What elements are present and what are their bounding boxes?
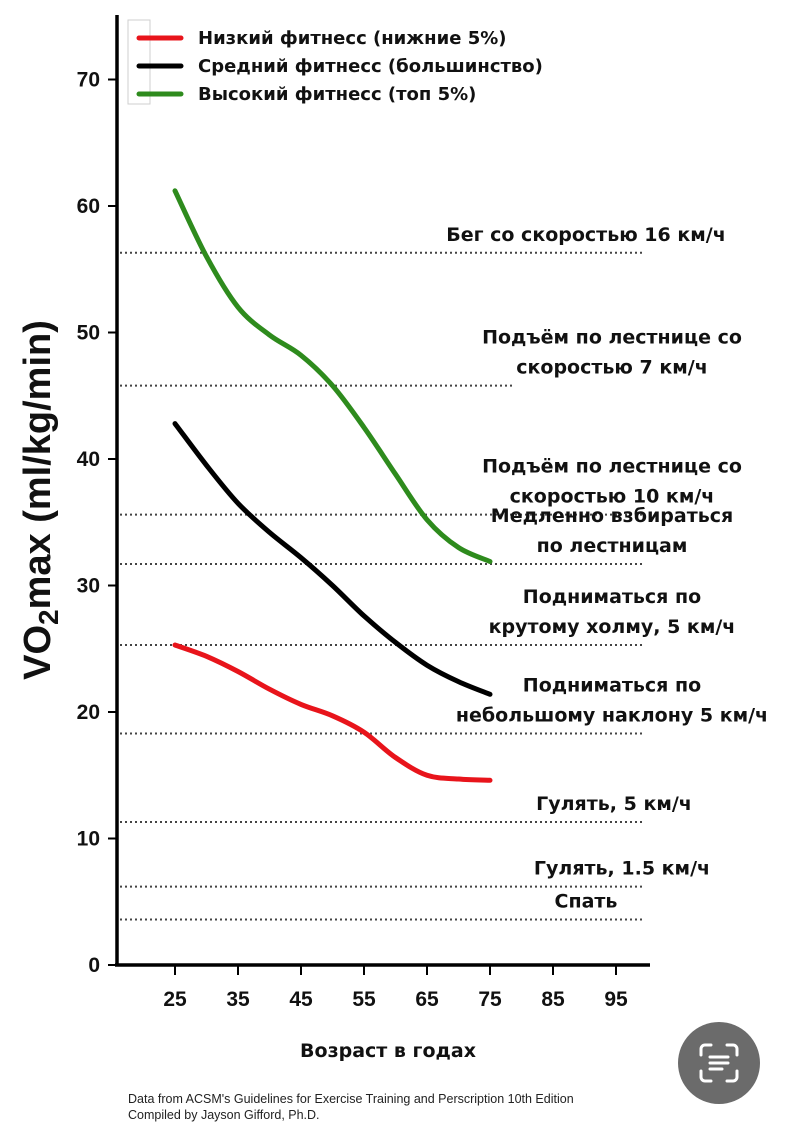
series-lines <box>172 188 493 783</box>
source-line: Data from ACSM's Guidelines for Exercise… <box>128 1092 574 1106</box>
x-tick-label: 25 <box>163 988 187 1011</box>
source-note: Data from ACSM's Guidelines for Exercise… <box>128 1092 574 1122</box>
high-fitness-line <box>172 188 493 564</box>
legend-item-average-label: Средний фитнесс (большинство) <box>198 56 543 77</box>
x-tick-label: 35 <box>226 988 250 1011</box>
activity-label: небольшому наклону 5 км/ч <box>456 705 768 727</box>
x-ticks: 25 35 45 55 65 75 85 95 <box>163 965 628 1011</box>
y-tick-label: 60 <box>77 195 100 218</box>
activity-label: по лестницам <box>537 535 688 557</box>
x-tick-label: 95 <box>604 988 628 1011</box>
x-axis-label: Возраст в годах <box>300 1040 476 1062</box>
activity-label: Подъём по лестнице со <box>482 327 742 349</box>
activity-label: Бег со скоростью 16 км/ч <box>446 224 726 246</box>
source-line: Compiled by Jayson Gifford, Ph.D. <box>128 1108 320 1122</box>
low-fitness-line <box>172 642 493 783</box>
x-tick-label: 65 <box>415 988 439 1011</box>
average-fitness-line <box>172 421 493 697</box>
y-tick-label: 50 <box>77 322 100 345</box>
y-tick-label: 0 <box>88 954 100 977</box>
activity-label: Спать <box>555 890 618 912</box>
legend: Низкий фитнесс (нижние 5%) Средний фитнес… <box>127 19 543 105</box>
activity-label: Гулять, 5 км/ч <box>536 793 692 815</box>
y-tick-label: 10 <box>77 828 100 851</box>
y-tick-label: 30 <box>77 575 100 598</box>
activity-label: Подниматься по <box>523 586 701 608</box>
x-tick-label: 85 <box>541 988 565 1011</box>
y-tick-label: 40 <box>77 448 100 471</box>
activity-label: скоростью 7 км/ч <box>516 357 707 379</box>
text-scan-button[interactable] <box>678 1022 760 1104</box>
text-scan-icon <box>699 1043 739 1083</box>
activity-label: Гулять, 1.5 км/ч <box>534 858 710 880</box>
activity-label: Подниматься по <box>523 675 701 697</box>
legend-item-low-label: Низкий фитнесс (нижние 5%) <box>198 28 507 49</box>
y-axis-label: VO2max (ml/kg/min) <box>17 320 64 680</box>
reference-labels: Бег со скоростью 16 км/ч Подъём по лестни… <box>446 224 768 913</box>
activity-label: Медленно взбираться <box>491 505 733 527</box>
legend-item-high-label: Высокий фитнесс (топ 5%) <box>198 84 476 105</box>
activity-label: крутому холму, 5 км/ч <box>489 616 736 638</box>
reference-lines <box>120 251 645 921</box>
x-tick-label: 75 <box>478 988 502 1011</box>
y-tick-label: 20 <box>77 701 100 724</box>
activity-label: скоростью 10 км/ч <box>510 486 715 508</box>
y-ticks: 0 10 20 30 40 50 60 70 <box>77 69 117 977</box>
legend-box <box>127 19 151 105</box>
x-tick-label: 55 <box>352 988 376 1011</box>
activity-label: Подъём по лестнице со <box>482 456 742 478</box>
axes <box>115 15 650 967</box>
y-tick-label: 70 <box>77 69 100 92</box>
x-tick-label: 45 <box>289 988 313 1011</box>
